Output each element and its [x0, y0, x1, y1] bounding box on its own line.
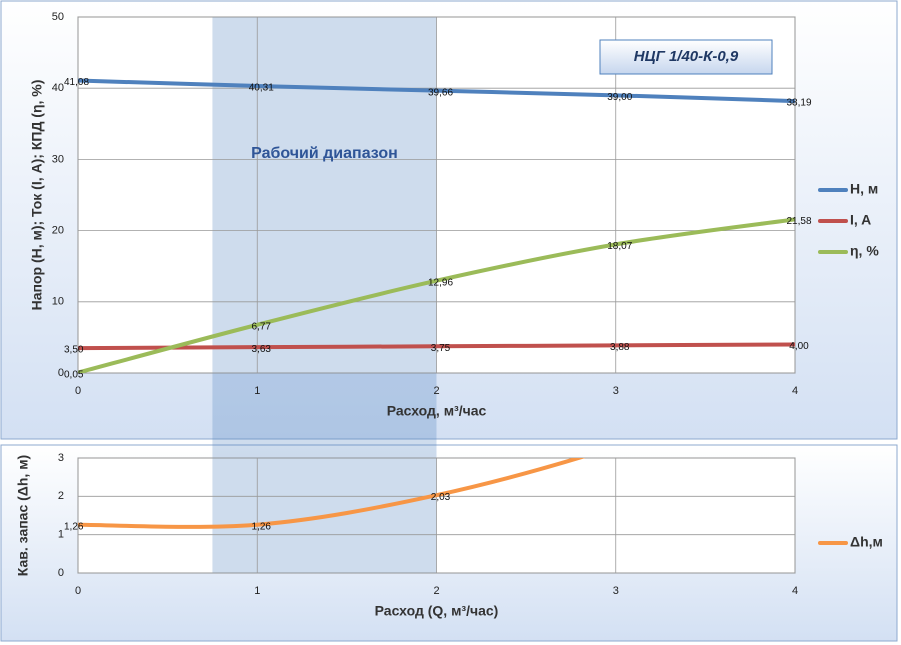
- legend-label: η, %: [850, 243, 879, 259]
- data-label: 3,63: [252, 344, 272, 355]
- x-tick-label: 4: [792, 385, 798, 397]
- x-axis-title: Расход, м³/час: [387, 403, 487, 419]
- x-tick-label: 4: [792, 585, 798, 597]
- x-tick-label: 1: [254, 385, 260, 397]
- x-tick-label: 2: [433, 385, 439, 397]
- line-series: [78, 458, 586, 529]
- data-label: 41,08: [64, 77, 89, 88]
- x-tick-label: 3: [613, 585, 619, 597]
- chart-title: НЦГ 1/40-К-0,9: [634, 48, 739, 65]
- series-group: [78, 78, 795, 373]
- line-series: [78, 217, 795, 373]
- x-tick-label: 0: [75, 385, 81, 397]
- data-label: 39,00: [607, 92, 632, 103]
- y-tick-label: 0: [58, 367, 64, 379]
- y-tick-label: 50: [52, 11, 64, 23]
- x-axis-title: Расход (Q, м³/час): [375, 603, 499, 619]
- data-label: 3,50: [64, 345, 84, 356]
- line-series: [78, 78, 795, 104]
- data-label: 1,26: [252, 521, 272, 532]
- y-tick-label: 0: [58, 567, 64, 579]
- legend-label: Н, м: [850, 181, 878, 197]
- working-range: [212, 17, 437, 573]
- y-tick-label: 2: [58, 490, 64, 502]
- legend-label: Δh,м: [850, 534, 883, 550]
- legend-label: I, A: [850, 212, 871, 228]
- data-label: 3,88: [610, 342, 630, 353]
- data-label: 18,07: [607, 241, 632, 252]
- x-tick-label: 1: [254, 585, 260, 597]
- data-label: 12,96: [428, 277, 453, 288]
- y-tick-label: 30: [52, 153, 64, 165]
- line-series: [78, 342, 795, 351]
- y-tick-label: 3: [58, 452, 64, 464]
- y-axis-title: Кав. запас (Δh, м): [15, 455, 31, 576]
- data-label: 21,58: [786, 216, 811, 227]
- data-label: 0,05: [64, 369, 84, 380]
- y-tick-label: 20: [52, 225, 64, 237]
- x-tick-label: 3: [613, 385, 619, 397]
- data-label: 6,77: [252, 321, 272, 332]
- x-tick-label: 2: [433, 585, 439, 597]
- y-tick-label: 40: [52, 82, 64, 94]
- data-label: 38,19: [786, 98, 811, 109]
- y-tick-label: 10: [52, 296, 64, 308]
- data-label: 2,03: [431, 492, 451, 503]
- data-label: 4,00: [789, 341, 809, 352]
- title-box: [599, 39, 773, 75]
- x-tick-label: 0: [75, 585, 81, 597]
- data-label: 39,66: [428, 87, 453, 98]
- y-tick-label: 1: [58, 529, 64, 541]
- data-label: 1,26: [64, 521, 84, 532]
- annotation: Рабочий диапазон: [251, 145, 398, 162]
- data-label: 40,31: [249, 83, 274, 94]
- data-label: 3,75: [431, 343, 451, 354]
- y-axis-title: Напор (Н, м); Ток (I, А); КПД (η, %): [29, 80, 45, 311]
- series-group: [78, 458, 586, 529]
